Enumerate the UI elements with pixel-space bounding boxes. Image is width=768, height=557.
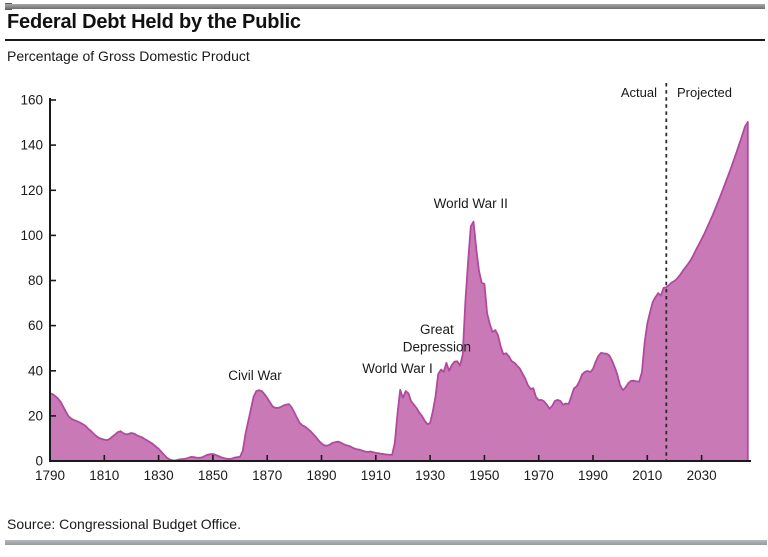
y-tick-label-80: 80: [28, 273, 43, 288]
annotations: Civil War World War I Great Depression World…: [228, 196, 508, 383]
y-tick-label-160: 160: [20, 93, 43, 108]
annotation-world-war-ii: World War II: [434, 196, 508, 211]
y-axis-labels: 0 20 40 60 80 100 120 140 160: [20, 93, 43, 469]
actual-label: Actual: [621, 85, 657, 100]
debt-area: [50, 121, 748, 462]
debt-area-outline: [49, 121, 749, 462]
top-rule: [5, 4, 765, 9]
y-tick-label-60: 60: [28, 318, 43, 333]
y-tick-label-20: 20: [28, 408, 43, 423]
x-tick-label-2030: 2030: [687, 468, 717, 483]
x-tick-label-1910: 1910: [361, 468, 391, 483]
x-tick-label-1870: 1870: [252, 468, 282, 483]
y-tick-label-100: 100: [20, 228, 43, 243]
projected-label: Projected: [677, 85, 732, 100]
annotation-world-war-i: World War I: [362, 361, 433, 376]
source-note: Source: Congressional Budget Office.: [7, 516, 241, 532]
page-title: Federal Debt Held by the Public: [7, 11, 301, 33]
title-divider: [5, 39, 765, 41]
x-tick-label-1890: 1890: [306, 468, 336, 483]
bottom-rule: [5, 540, 767, 545]
x-tick-label-1930: 1930: [415, 468, 445, 483]
annotation-great: Great: [420, 322, 454, 337]
x-axis-labels: 1790 1810 1830 1850 1870 1890 1910 1930 1950 1970…: [35, 468, 717, 483]
axis-unit-label: Percentage of Gross Domestic Product: [7, 48, 250, 64]
annotation-civil-war: Civil War: [228, 368, 282, 383]
x-tick-label-1970: 1970: [524, 468, 554, 483]
x-tick-label-1830: 1830: [144, 468, 174, 483]
y-tick-label-40: 40: [28, 363, 43, 378]
x-tick-label-1950: 1950: [469, 468, 499, 483]
x-tick-label-1810: 1810: [89, 468, 119, 483]
y-tick-label-0: 0: [35, 454, 43, 469]
y-tick-label-120: 120: [20, 183, 43, 198]
x-tick-label-1850: 1850: [198, 468, 228, 483]
x-tick-label-2010: 2010: [632, 468, 662, 483]
x-tick-label-1990: 1990: [578, 468, 608, 483]
annotation-depression: Depression: [403, 340, 471, 355]
x-tick-label-1790: 1790: [35, 468, 65, 483]
y-tick-label-140: 140: [20, 138, 43, 153]
